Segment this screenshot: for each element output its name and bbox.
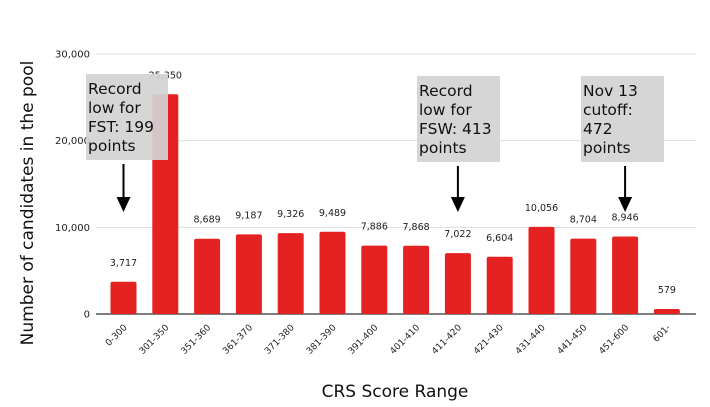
arrow-down-icon	[450, 197, 465, 212]
bar-601-	[653, 308, 680, 314]
annotation-text: 472	[583, 120, 613, 138]
bar-441-450	[570, 238, 597, 314]
x-tick-label: 301-350	[138, 323, 172, 357]
x-tick-label: 401-410	[389, 323, 423, 357]
arrow-down-icon	[116, 197, 131, 212]
bar-351-360	[194, 238, 221, 314]
bar-391-400	[361, 245, 388, 314]
x-tick-label: 351-360	[180, 323, 214, 357]
x-tick-label: 431-440	[514, 323, 548, 357]
gridlines	[96, 53, 696, 315]
data-label: 8,946	[611, 212, 638, 223]
y-tick-label: 30,000	[55, 50, 90, 61]
bar-371-380	[277, 233, 304, 314]
data-label: 7,022	[444, 229, 471, 240]
data-label: 6,604	[486, 233, 513, 244]
annotation-text: FSW: 413	[419, 120, 492, 138]
y-tick-label: 10,000	[55, 223, 90, 234]
annotation-text: points	[583, 139, 631, 157]
annotation-text: Record	[419, 82, 473, 100]
bar-411-420	[444, 253, 471, 314]
x-tick-label: 441-450	[556, 323, 590, 357]
x-tick-label: 421-430	[472, 323, 506, 357]
data-label: 9,326	[277, 209, 304, 220]
x-tick-label: 381-390	[305, 323, 339, 357]
data-label: 7,868	[402, 222, 429, 233]
annotation-text: low for	[419, 101, 472, 119]
x-tick-label: 0-300	[104, 323, 130, 349]
data-label: 579	[658, 285, 676, 296]
y-tick-label: 20,000	[55, 136, 90, 147]
annotation-text: FST: 199	[88, 118, 154, 136]
annotation-box	[581, 76, 664, 162]
bar-0-300	[110, 281, 137, 314]
data-label: 9,489	[319, 208, 346, 219]
bar-401-410	[403, 245, 430, 314]
annotation-text: Nov 13	[583, 82, 638, 100]
y-axis-title: Number of candidates in the pool	[18, 61, 38, 346]
annotation-text: Record	[88, 80, 142, 98]
data-label: 8,689	[193, 215, 220, 226]
data-label: 10,056	[525, 203, 558, 214]
bar-451-600	[612, 236, 639, 314]
y-tick-label: 0	[84, 310, 90, 321]
bar-431-440	[528, 226, 555, 314]
data-label: 8,704	[570, 215, 597, 226]
annotation-text: cutoff:	[583, 101, 633, 119]
bar-381-390	[319, 231, 346, 314]
bar-361-370	[235, 234, 262, 314]
data-label: 9,187	[235, 210, 262, 221]
data-label: 3,717	[110, 258, 137, 269]
x-tick-label: 601-	[651, 323, 673, 345]
x-axis-title: CRS Score Range	[322, 382, 469, 402]
annotation-text: points	[419, 139, 467, 157]
x-tick-label: 451-600	[598, 323, 632, 357]
x-tick-label: 361-370	[221, 323, 255, 357]
arrow-down-icon	[618, 197, 633, 212]
annotation-text: points	[88, 137, 136, 155]
bars	[110, 94, 680, 314]
bar-421-430	[486, 256, 513, 314]
x-tick-label: 371-380	[263, 323, 297, 357]
x-tick-label: 391-400	[347, 323, 381, 357]
annotation-box	[417, 76, 500, 162]
data-label: 7,886	[361, 222, 388, 233]
annotation-box	[86, 74, 168, 160]
x-tick-label: 411-420	[430, 323, 464, 357]
annotation-text: low for	[88, 99, 141, 117]
